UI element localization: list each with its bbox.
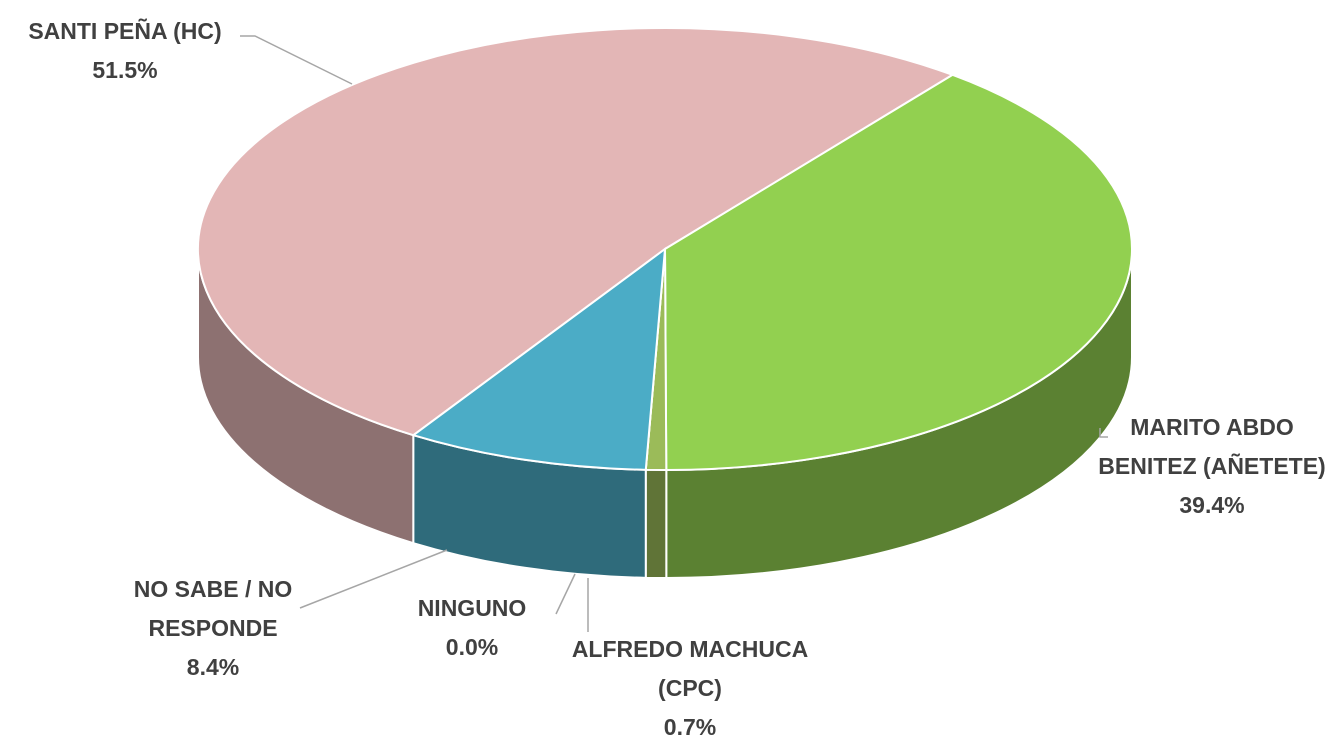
category-label: ALFREDO MACHUCA (CPC) — [571, 636, 809, 701]
slice-side — [644, 468, 668, 579]
value-label: 0.0% — [445, 634, 499, 660]
slice — [663, 73, 1133, 472]
category-label: NO SABE / NO RESPONDE — [133, 576, 293, 641]
leader-line — [1099, 428, 1108, 438]
category-label: SANTI PEÑA (HC) — [28, 18, 222, 44]
data-label: NINGUNO 0.0% — [372, 589, 572, 667]
tops — [197, 27, 1133, 472]
category-label: MARITO ABDO BENITEZ (AÑETETE) — [1098, 414, 1326, 479]
category-label: NINGUNO — [417, 595, 527, 621]
data-label: MARITO ABDO BENITEZ (AÑETETE) 39.4% — [1082, 408, 1342, 525]
slice — [197, 27, 955, 437]
leaders — [240, 35, 1108, 632]
value-label: 39.4% — [1179, 492, 1245, 518]
value-label: 0.7% — [663, 714, 717, 737]
value-label: 51.5% — [92, 57, 158, 83]
leader-line — [555, 573, 576, 615]
leader-line — [240, 35, 353, 85]
data-label: SANTI PEÑA (HC) 51.5% — [0, 12, 285, 90]
leader-line — [299, 549, 448, 609]
data-label: NO SABE / NO RESPONDE 8.4% — [113, 570, 313, 687]
data-label: ALFREDO MACHUCA (CPC) 0.7% — [540, 630, 840, 737]
slice — [411, 246, 667, 471]
value-label: 8.4% — [186, 654, 240, 680]
